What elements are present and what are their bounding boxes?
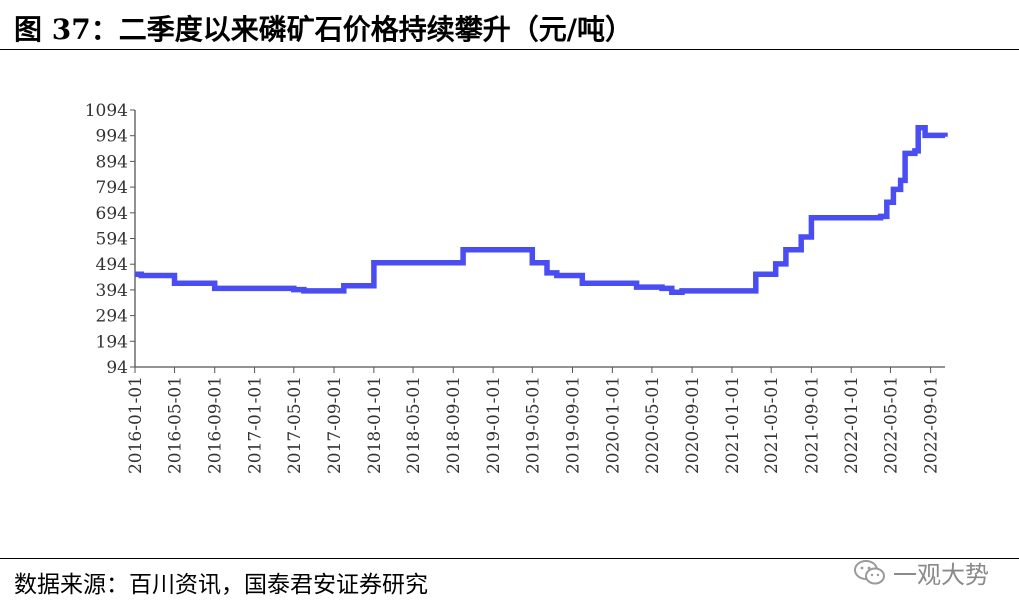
y-tick-label: 794 xyxy=(96,178,128,198)
x-tick-label: 2018-05-01 xyxy=(404,376,424,474)
axes xyxy=(134,110,945,368)
x-tick-label: 2016-01-01 xyxy=(126,376,146,474)
series-group xyxy=(135,124,948,295)
y-tick-label: 594 xyxy=(96,230,128,250)
x-tick-label: 2019-05-01 xyxy=(523,376,543,474)
x-tick-label: 2017-05-01 xyxy=(285,376,305,474)
y-tick-label: 394 xyxy=(96,281,128,301)
x-tick-label: 2019-09-01 xyxy=(564,376,584,474)
y-tick-label: 194 xyxy=(96,332,128,352)
x-tick-label: 2021-05-01 xyxy=(762,376,782,474)
watermark: 一观大势 xyxy=(853,555,989,590)
y-tick-label: 894 xyxy=(96,152,128,172)
watermark-text: 一观大势 xyxy=(893,561,989,589)
x-tick-label: 2020-05-01 xyxy=(643,376,663,474)
y-axis-ticks: 94 194 294 394 494 594 694 794 894 994 1094 xyxy=(85,101,135,378)
y-tick-label: 94 xyxy=(106,358,128,378)
x-tick-label: 2018-09-01 xyxy=(444,376,464,474)
source-note: 数据来源：百川资讯，国泰君安证券研究 xyxy=(14,572,428,598)
x-tick-label: 2021-09-01 xyxy=(802,376,822,474)
x-tick-label: 2016-05-01 xyxy=(166,376,186,474)
y-tick-label: 494 xyxy=(96,255,128,275)
page-title: 图 37：二季度以来磷矿石价格持续攀升（元/吨） xyxy=(14,13,633,46)
wechat-icon xyxy=(854,559,885,584)
y-tick-label: 994 xyxy=(96,127,128,147)
bottom-divider xyxy=(0,558,1019,559)
x-tick-label: 2022-09-01 xyxy=(922,376,942,474)
y-tick-label: 294 xyxy=(96,307,128,327)
price-line xyxy=(135,124,948,295)
x-axis-ticks: 2016-01-01 2016-05-01 2016-09-01 2017-01-01… xyxy=(126,367,942,474)
x-tick-label: 2019-01-01 xyxy=(484,376,504,474)
y-tick-label: 694 xyxy=(96,204,128,224)
x-tick-label: 2022-01-01 xyxy=(842,376,862,474)
x-tick-label: 2020-01-01 xyxy=(603,376,623,474)
line-chart: 94 194 294 394 494 594 694 794 894 994 1094 2016-0… xyxy=(85,101,948,474)
x-tick-label: 2020-09-01 xyxy=(683,376,703,474)
x-tick-label: 2017-01-01 xyxy=(246,376,266,474)
x-tick-label: 2022-05-01 xyxy=(881,376,901,474)
y-tick-label: 1094 xyxy=(85,101,128,121)
x-tick-label: 2018-01-01 xyxy=(365,376,385,474)
top-divider xyxy=(0,49,1019,50)
x-tick-label: 2021-01-01 xyxy=(723,376,743,474)
x-tick-label: 2016-09-01 xyxy=(206,376,226,474)
x-tick-label: 2017-09-01 xyxy=(325,376,345,474)
